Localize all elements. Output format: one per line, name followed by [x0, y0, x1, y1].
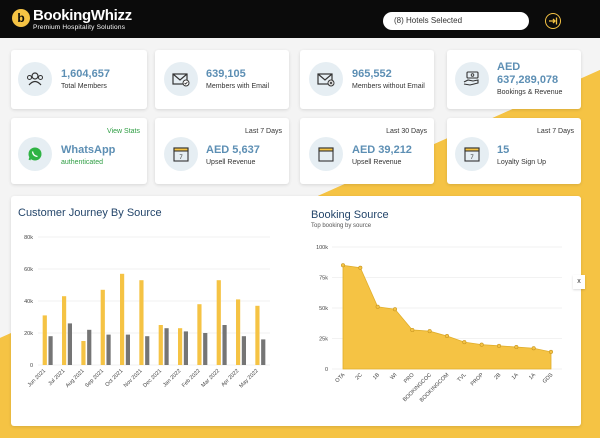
stat-value: WhatsApp — [61, 144, 116, 156]
stat-card-whatsapp: View Stats WhatsApp authenticated — [11, 118, 147, 184]
stat-card-members-email: 639,105 Members with Email — [155, 50, 289, 109]
customer-journey-title: Customer Journey By Source — [18, 207, 162, 219]
stat-card-upsell-30d: Last 30 Days AED 39,212 Upsell Revenue — [300, 118, 434, 184]
stat-currency: AED — [497, 61, 521, 73]
calendar-icon — [309, 137, 343, 171]
charts-panel: Customer Journey By Source Booking Sourc… — [11, 196, 581, 426]
stat-status: authenticated — [61, 159, 104, 166]
booking-source-subtitle: Top booking by source — [311, 223, 372, 229]
stat-card-upsell-7d: Last 7 Days 7 AED 5,637 Upsell Revenue — [155, 118, 289, 184]
logout-button[interactable] — [545, 13, 561, 29]
stat-card-total-members: 1,604,657 Total Members — [11, 50, 147, 109]
period-label: Last 7 Days — [245, 128, 282, 135]
hotel-selector[interactable]: (8) Hotels Selected — [383, 12, 529, 30]
email-check-icon — [164, 62, 198, 96]
period-label: Last 7 Days — [537, 128, 574, 135]
stat-card-loyalty: Last 7 Days 7 15 Loyalty Sign Up — [447, 118, 581, 184]
stat-card-bookings-revenue: AED 637,289,078 Bookings & Revenue — [447, 50, 581, 109]
period-label: Last 30 Days — [386, 128, 427, 135]
svg-text:7: 7 — [179, 155, 183, 161]
view-stats-link[interactable]: View Stats — [107, 128, 140, 135]
stat-value: 1,604,657 — [61, 68, 110, 80]
logo-icon: b — [12, 9, 30, 27]
stat-label: Total Members — [61, 83, 107, 90]
stat-label: Members without Email — [352, 83, 425, 90]
stat-label: Members with Email — [206, 83, 270, 90]
svg-text:7: 7 — [470, 155, 474, 161]
brand-tagline: Premium Hospitality Solutions — [33, 24, 126, 31]
email-x-icon — [309, 62, 343, 96]
stat-label: Upsell Revenue — [206, 159, 256, 166]
stat-value: 15 — [497, 144, 510, 156]
brand-name: BookingWhizz — [33, 7, 132, 24]
whatsapp-icon — [18, 137, 52, 171]
stat-value: AED 5,637 — [206, 144, 260, 156]
stat-label: Bookings & Revenue — [497, 89, 563, 96]
wallet-hand-icon — [455, 62, 489, 96]
top-bar: b BookingWhizz Premium Hospitality Solut… — [0, 0, 600, 38]
logout-icon — [549, 17, 558, 25]
stat-value: 965,552 — [352, 68, 392, 80]
calendar-icon: 7 — [455, 137, 489, 171]
close-button[interactable]: x — [573, 275, 585, 289]
stat-value: 637,289,078 — [497, 74, 559, 86]
booking-source-title: Booking Source — [311, 209, 389, 221]
calendar-icon: 7 — [164, 137, 198, 171]
stat-value: 639,105 — [206, 68, 246, 80]
stat-value: AED 39,212 — [352, 144, 412, 156]
users-icon — [18, 62, 52, 96]
stat-card-members-no-email: 965,552 Members without Email — [300, 50, 434, 109]
stat-label: Upsell Revenue — [352, 159, 402, 166]
stat-label: Loyalty Sign Up — [497, 159, 547, 166]
